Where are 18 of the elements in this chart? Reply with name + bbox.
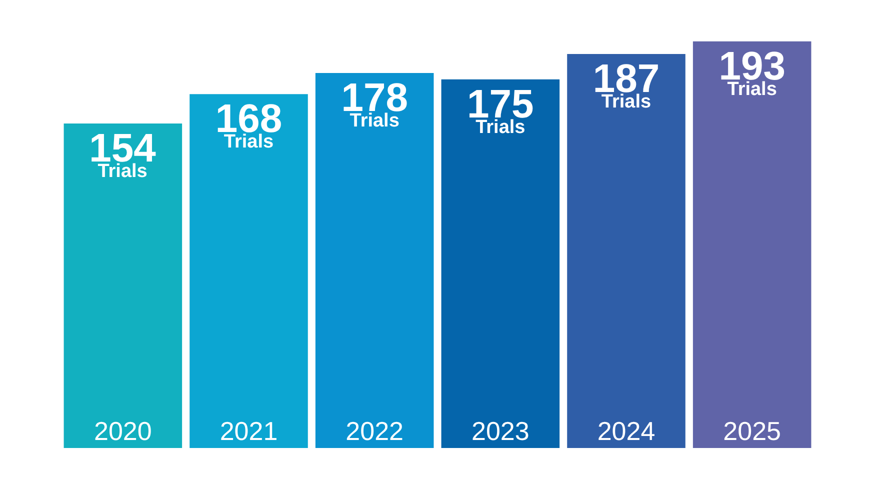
- bar: [441, 79, 560, 448]
- x-tick-label: 2023: [472, 416, 530, 446]
- bar: [190, 94, 308, 448]
- x-tick-label: 2022: [346, 416, 404, 446]
- bar: [315, 73, 434, 448]
- x-tick-label: 2025: [723, 416, 781, 446]
- bar: [692, 41, 812, 448]
- bar: [567, 54, 686, 448]
- x-tick-label: 2024: [597, 416, 656, 446]
- data-label: 154 Trials: [89, 126, 157, 182]
- bar: [64, 124, 182, 448]
- data-label: 175 Trials: [467, 82, 534, 138]
- data-label: 178 Trials: [341, 76, 408, 132]
- data-label: 193 Trials: [718, 44, 786, 100]
- x-tick-label: 2020: [94, 416, 152, 446]
- x-tick-label: 2021: [220, 416, 278, 446]
- data-label: 168 Trials: [215, 97, 282, 153]
- data-label: 187 Trials: [592, 57, 660, 113]
